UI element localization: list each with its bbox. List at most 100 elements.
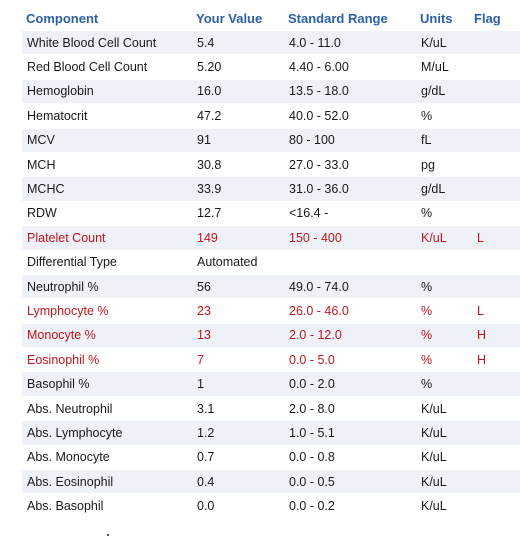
- cell-units: M/uL: [416, 54, 470, 80]
- cell-value: 7: [192, 347, 284, 372]
- cell-component: MCHC: [22, 176, 192, 202]
- cell-flag: L: [470, 225, 520, 251]
- cell-flag: [470, 249, 520, 275]
- cell-units: K/uL: [416, 29, 470, 55]
- lab-results-panel: Component Your Value Standard Range Unit…: [22, 6, 520, 518]
- cell-component: Platelet Count: [22, 225, 192, 251]
- cell-value: 30.8: [192, 151, 284, 177]
- cell-units: %: [416, 322, 470, 348]
- cell-flag: [470, 395, 520, 421]
- cell-units: g/dL: [416, 176, 470, 202]
- cell-range: 4.0 - 11.0: [284, 29, 416, 55]
- header-units: Units: [420, 10, 453, 26]
- cell-range: 49.0 - 74.0: [284, 273, 416, 299]
- cell-range: 1.0 - 5.1: [284, 420, 416, 446]
- cell-range: 27.0 - 33.0: [284, 151, 416, 177]
- cell-value: 13: [192, 322, 284, 348]
- table-row: Abs. Eosinophil 0.4 0.0 - 0.5 K/uL: [22, 469, 520, 494]
- cell-component: MCV: [22, 127, 192, 153]
- cell-range: 13.5 - 18.0: [284, 78, 416, 104]
- cell-value: 0.4: [192, 469, 284, 494]
- table-row: Abs. Basophil 0.0 0.0 - 0.2 K/uL: [22, 493, 520, 518]
- cell-range: [284, 249, 416, 275]
- table-row: MCH 30.8 27.0 - 33.0 pg: [22, 151, 520, 177]
- cell-flag: [470, 127, 520, 153]
- cell-units: g/dL: [416, 78, 470, 104]
- cell-units: %: [416, 200, 470, 226]
- cell-flag: [470, 469, 520, 494]
- cell-component: MCH: [22, 151, 192, 177]
- cell-units: K/uL: [416, 444, 470, 470]
- cell-value: 5.20: [192, 54, 284, 80]
- cell-units: K/uL: [416, 469, 470, 494]
- cell-range: 26.0 - 46.0: [284, 298, 416, 324]
- cell-component: Abs. Monocyte: [22, 444, 192, 470]
- cell-value: 149: [192, 225, 284, 251]
- cell-range: 2.0 - 8.0: [284, 395, 416, 421]
- table-row: Abs. Neutrophil 3.1 2.0 - 8.0 K/uL: [22, 395, 520, 421]
- cell-range: 2.0 - 12.0: [284, 322, 416, 348]
- cell-value: 47.2: [192, 103, 284, 129]
- cell-units: K/uL: [416, 493, 470, 518]
- cell-units: K/uL: [416, 225, 470, 251]
- cell-flag: [470, 103, 520, 129]
- cell-value: 33.9: [192, 176, 284, 202]
- cell-range: 80 - 100: [284, 127, 416, 153]
- cell-component: Hemoglobin: [22, 78, 192, 104]
- table-row: Platelet Count 149 150 - 400 K/uL L: [22, 225, 520, 251]
- cell-flag: [470, 444, 520, 470]
- cell-component: RDW: [22, 200, 192, 226]
- cell-flag: [470, 176, 520, 202]
- cell-component: Red Blood Cell Count: [22, 54, 192, 80]
- cell-flag: H: [470, 347, 520, 372]
- table-row: Hematocrit 47.2 40.0 - 52.0%: [22, 103, 520, 129]
- cell-flag: [470, 54, 520, 80]
- cell-flag: [470, 493, 520, 518]
- table-row: Monocyte % 13 2.0 - 12.0% H: [22, 322, 520, 348]
- cell-range: 150 - 400: [284, 225, 416, 251]
- header-value: Your Value: [196, 10, 263, 26]
- header-standard-range: Standard Range: [288, 10, 388, 26]
- stray-dot: [107, 534, 109, 536]
- cell-component: Lymphocyte %: [22, 298, 192, 324]
- cell-component: Monocyte %: [22, 322, 192, 348]
- cell-component: Basophil %: [22, 371, 192, 397]
- table-row: Neutrophil % 56 49.0 - 74.0%: [22, 273, 520, 299]
- cell-range: 4.40 - 6.00: [284, 54, 416, 80]
- cell-flag: [470, 420, 520, 446]
- cell-component: Abs. Neutrophil: [22, 395, 192, 421]
- cell-range: 0.0 - 0.8: [284, 444, 416, 470]
- cell-range: 0.0 - 5.0: [284, 347, 416, 372]
- cell-component: Abs. Basophil: [22, 493, 192, 518]
- cell-value: 23: [192, 298, 284, 324]
- cell-range: <16.4 -: [284, 200, 416, 226]
- cell-value: Automated: [192, 249, 284, 275]
- cell-flag: [470, 200, 520, 226]
- cell-component: Abs. Lymphocyte: [22, 420, 192, 446]
- cell-units: K/uL: [416, 420, 470, 446]
- cell-flag: [470, 78, 520, 104]
- cell-units: K/uL: [416, 395, 470, 421]
- cell-flag: [470, 371, 520, 397]
- cell-component: Neutrophil %: [22, 273, 192, 299]
- cell-value: 0.7: [192, 444, 284, 470]
- table-row: White Blood Cell Count 5.4 4.0 - 11.0 K/uL: [22, 29, 520, 55]
- cell-flag: L: [470, 298, 520, 324]
- cell-component: Eosinophil %: [22, 347, 192, 372]
- cell-range: 0.0 - 0.2: [284, 493, 416, 518]
- cell-value: 16.0: [192, 78, 284, 104]
- cell-value: 56: [192, 273, 284, 299]
- table-row: RDW 12.7 <16.4 -%: [22, 200, 520, 226]
- cell-component: Abs. Eosinophil: [22, 469, 192, 494]
- header-component: Component: [26, 10, 99, 26]
- cell-range: 0.0 - 0.5: [284, 469, 416, 494]
- table-row: Differential Type Automated: [22, 249, 520, 275]
- table-row: Basophil % 1 0.0 - 2.0%: [22, 371, 520, 397]
- cell-units: %: [416, 298, 470, 324]
- table-row: Hemoglobin 16.0 13.5 - 18.0 g/dL: [22, 78, 520, 104]
- cell-flag: [470, 29, 520, 55]
- table-row: Abs. Lymphocyte 1.2 1.0 - 5.1 K/uL: [22, 420, 520, 446]
- table-header-row: Component Your Value Standard Range Unit…: [22, 6, 520, 31]
- cell-value: 0.0: [192, 493, 284, 518]
- cell-value: 1: [192, 371, 284, 397]
